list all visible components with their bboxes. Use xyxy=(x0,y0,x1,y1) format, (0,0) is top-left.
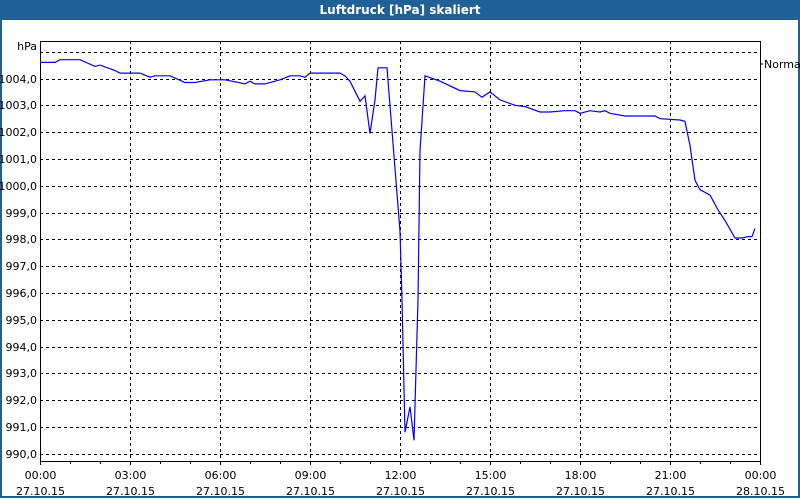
x-tick-date: 27.10.15 xyxy=(556,485,605,498)
x-tick-date: 27.10.15 xyxy=(646,485,695,498)
y-tick-label: 1000,0 xyxy=(0,180,37,193)
x-tick-date: 27.10.15 xyxy=(106,485,155,498)
y-tick-label: 995,0 xyxy=(6,314,38,327)
plot-frame xyxy=(40,41,761,462)
x-tick-time: 15:00 xyxy=(475,469,507,482)
y-tick-label: 997,0 xyxy=(6,260,38,273)
y-tick-label: 991,0 xyxy=(6,421,38,434)
y-tick-label: 1002,0 xyxy=(0,126,37,139)
y-tick-label: 992,0 xyxy=(6,394,38,407)
x-tick-time: 06:00 xyxy=(205,469,237,482)
y-tick-label: 990,0 xyxy=(6,448,38,461)
y-tick-label: 996,0 xyxy=(6,287,38,300)
y-tick-label: 999,0 xyxy=(6,207,38,220)
x-tick-date: 27.10.15 xyxy=(466,485,515,498)
y-tick-label: 1001,0 xyxy=(0,153,37,166)
window-title: Luftdruck [hPa] skaliert xyxy=(0,0,800,20)
y-tick-label: 998,0 xyxy=(6,233,38,246)
x-tick-time: 18:00 xyxy=(565,469,597,482)
x-tick-time: 09:00 xyxy=(295,469,327,482)
x-tick-time: 00:00 xyxy=(25,469,57,482)
x-tick-date: 27.10.15 xyxy=(16,485,65,498)
x-tick-date: 28.10.15 xyxy=(736,485,785,498)
x-tick-date: 27.10.15 xyxy=(376,485,425,498)
x-tick-time: 03:00 xyxy=(115,469,147,482)
series-line-normal xyxy=(40,59,756,441)
x-tick-time: 00:00 xyxy=(745,469,777,482)
y-axis-unit-label: hPa xyxy=(17,40,37,53)
y-tick-label: 1003,0 xyxy=(0,99,37,112)
y-tick-label: 994,0 xyxy=(6,341,38,354)
y-tick-label: 1004,0 xyxy=(0,73,37,86)
x-tick-time: 12:00 xyxy=(385,469,417,482)
y-tick-label: 993,0 xyxy=(6,367,38,380)
legend-entry-normal: Normal xyxy=(764,58,800,71)
x-tick-date: 27.10.15 xyxy=(286,485,335,498)
x-tick-date: 27.10.15 xyxy=(196,485,245,498)
x-tick-time: 21:00 xyxy=(655,469,687,482)
